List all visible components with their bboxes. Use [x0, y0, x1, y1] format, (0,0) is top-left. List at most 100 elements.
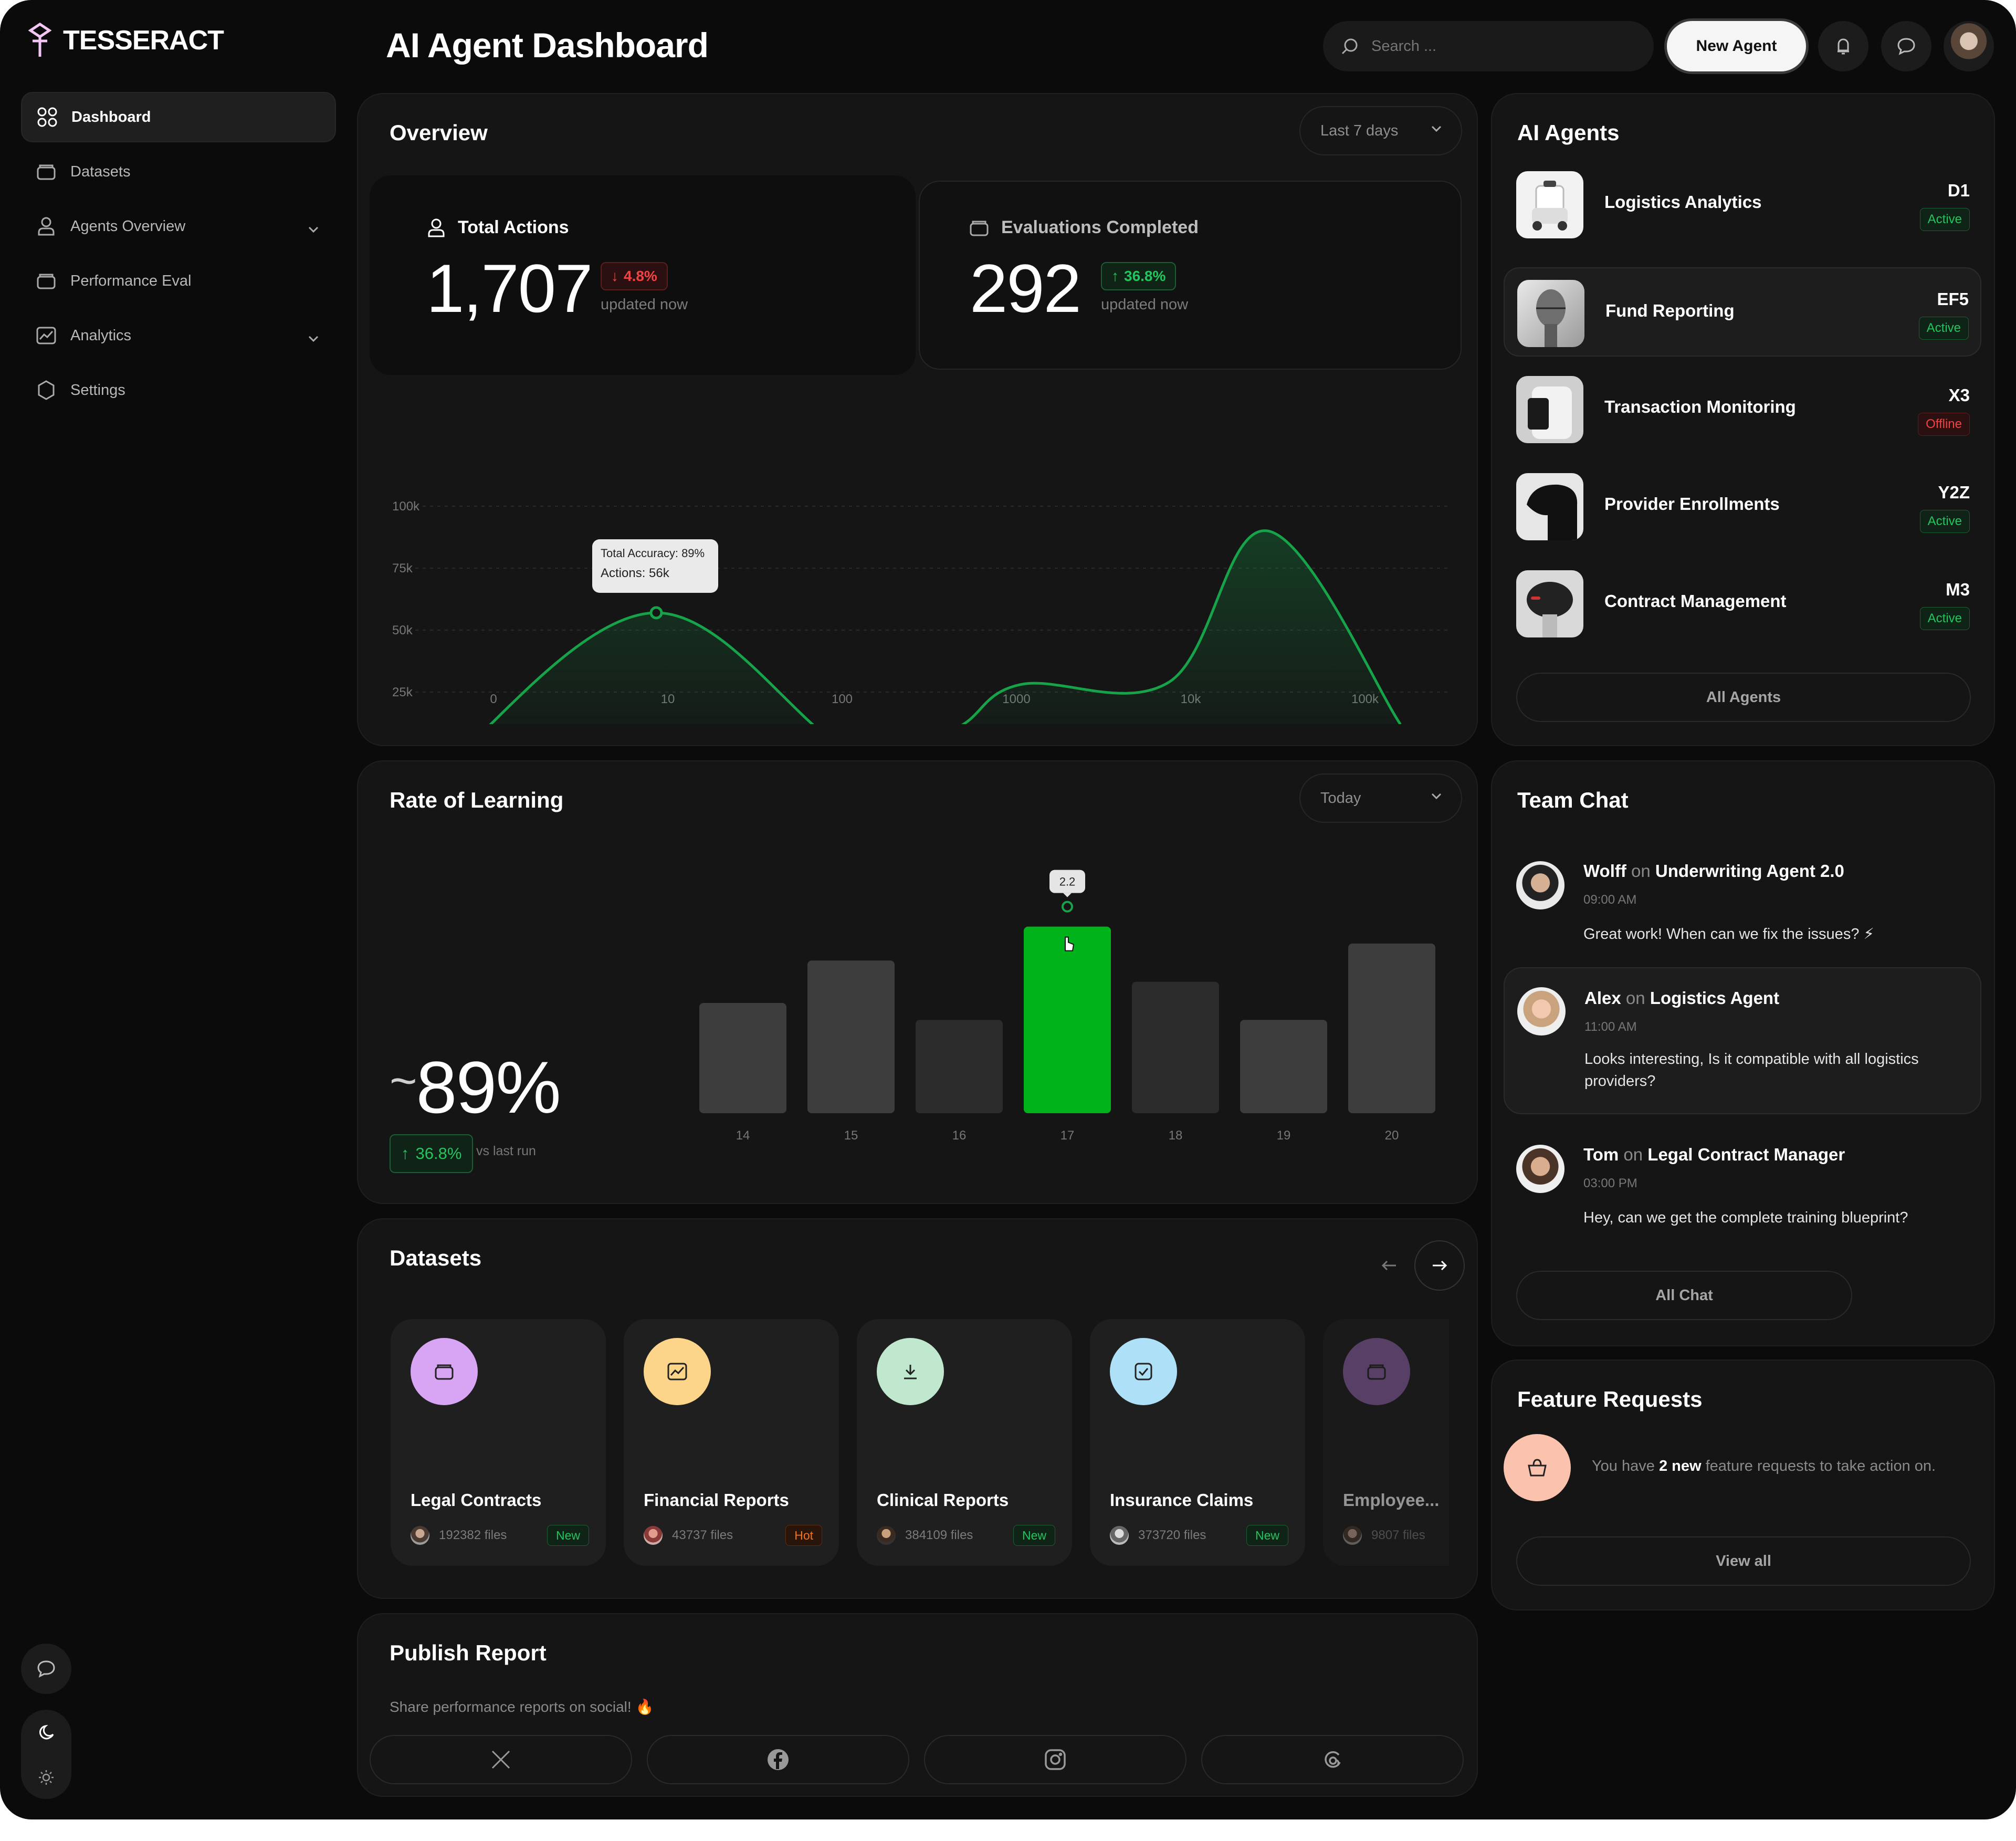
theme-toggle[interactable]: [21, 1710, 71, 1799]
chat-button[interactable]: [21, 1644, 71, 1694]
messages-button[interactable]: [1881, 21, 1931, 71]
share-facebook-button[interactable]: [647, 1735, 909, 1784]
agent-row[interactable]: Logistics Analytics D1 Active: [1504, 160, 1981, 249]
search-box[interactable]: [1323, 21, 1654, 71]
agent-status-badge: Active: [1919, 510, 1970, 533]
chat-message[interactable]: Wolff on Underwriting Agent 2.0 09:00 AM…: [1504, 845, 1981, 971]
feature-requests-text: You have 2 new feature requests to take …: [1592, 1458, 1936, 1474]
share-threads-button[interactable]: [1201, 1735, 1464, 1784]
area-fill: [491, 530, 1401, 724]
user-avatar[interactable]: [1944, 21, 1994, 71]
chevron-down-icon: [1431, 125, 1442, 132]
threads-icon: [1325, 1751, 1341, 1768]
dataset-meta: 373720 files New: [1110, 1524, 1288, 1547]
total-actions-updated: updated now: [601, 296, 688, 313]
brand-logo[interactable]: TESSERACT: [26, 22, 224, 59]
chat-bubble-icon: [37, 1660, 55, 1678]
notifications-button[interactable]: [1818, 21, 1868, 71]
highlight-point[interactable]: [649, 606, 663, 620]
folder-icon: [1367, 1364, 1386, 1380]
dataset-card[interactable]: Employee... 9807 files: [1323, 1319, 1449, 1566]
all-chat-button[interactable]: All Chat: [1516, 1271, 1852, 1320]
total-actions-stat: Total Actions 1,707 ↓ 4.8% updated now: [370, 175, 916, 375]
dataset-card[interactable]: Legal Contracts 192382 files New: [391, 1319, 606, 1566]
bar[interactable]: [1240, 1020, 1327, 1113]
range-dropdown[interactable]: Last 7 days: [1299, 106, 1462, 155]
bar[interactable]: [807, 960, 895, 1113]
chat-message[interactable]: Alex on Logistics Agent 11:00 AM Looks i…: [1504, 967, 1981, 1114]
agent-row[interactable]: Provider Enrollments Y2Z Active: [1504, 462, 1981, 551]
agent-row[interactable]: Contract Management M3 Active: [1504, 559, 1981, 648]
bar[interactable]: [699, 1003, 786, 1113]
sun-icon[interactable]: [38, 1770, 54, 1785]
share-instagram-button[interactable]: [924, 1735, 1186, 1784]
dataset-card[interactable]: Clinical Reports 384109 files New: [857, 1319, 1072, 1566]
search-icon: [1341, 38, 1358, 55]
learning-change-badge: ↑ 36.8%: [390, 1134, 474, 1173]
message-time: 11:00 AM: [1584, 1020, 1637, 1034]
bar[interactable]: [1132, 981, 1219, 1113]
bar[interactable]: [916, 1020, 1003, 1113]
dataset-meta: 192382 files New: [411, 1524, 589, 1547]
sidebar-nav: Dashboard Datasets Agents Overview Perfo…: [21, 92, 336, 420]
x-tick-label: 14: [736, 1128, 750, 1143]
sidebar-item-datasets[interactable]: Datasets: [21, 147, 336, 197]
agent-row[interactable]: Transaction Monitoring X3 Offline: [1504, 364, 1981, 454]
share-x-button[interactable]: [370, 1735, 632, 1784]
sidebar-item-dashboard[interactable]: Dashboard: [21, 92, 336, 142]
dataset-card[interactable]: Insurance Claims 373720 files New: [1090, 1319, 1305, 1566]
grid-icon: [37, 107, 58, 128]
range-value: Last 7 days: [1320, 122, 1399, 139]
owner-avatar: [1110, 1526, 1129, 1545]
x-tick-label: 18: [1169, 1128, 1183, 1143]
datasets-next-button[interactable]: [1414, 1240, 1465, 1291]
all-agents-button[interactable]: All Agents: [1516, 673, 1971, 722]
chart-icon: [36, 325, 57, 346]
learning-range-value: Today: [1320, 789, 1361, 807]
pointer-cursor-icon: [1065, 936, 1075, 951]
sidebar-item-agents-overview[interactable]: Agents Overview: [21, 201, 336, 252]
agent-row[interactable]: Fund Reporting EF5 Active: [1504, 267, 1981, 357]
chat-message[interactable]: Tom on Legal Contract Manager 03:00 PM H…: [1504, 1129, 1981, 1255]
chevron-down-icon[interactable]: [308, 220, 319, 237]
user-icon: [36, 216, 57, 237]
evaluations-change: ↑ 36.8%: [1101, 262, 1177, 290]
agent-code: M3: [1946, 580, 1970, 599]
dataset-meta: 9807 files: [1343, 1524, 1449, 1547]
learning-range-dropdown[interactable]: Today: [1299, 773, 1462, 823]
bar[interactable]: [1348, 943, 1435, 1113]
agent-status-badge: Offline: [1918, 413, 1970, 436]
chevron-down-icon[interactable]: [308, 329, 319, 347]
chart-tooltip: Total Accuracy: 89% Actions: 56k: [592, 539, 718, 593]
owner-avatar: [877, 1526, 896, 1545]
highlight-point: [1062, 901, 1073, 913]
new-agent-button[interactable]: New Agent: [1667, 21, 1806, 71]
sidebar-item-settings[interactable]: Settings: [21, 365, 336, 415]
sidebar-item-label: Datasets: [70, 163, 131, 180]
sidebar-item-performance-eval[interactable]: Performance Eval: [21, 256, 336, 306]
total-actions-value: 1,707: [426, 250, 593, 327]
sidebar-item-label: Settings: [70, 381, 125, 399]
moon-icon[interactable]: [37, 1724, 55, 1742]
folder-icon: [36, 270, 57, 291]
dataset-meta: 384109 files New: [877, 1524, 1055, 1547]
owner-avatar: [1343, 1526, 1362, 1545]
view-all-button[interactable]: View all: [1516, 1536, 1971, 1586]
dataset-icon: [877, 1338, 944, 1405]
bar[interactable]: [1024, 926, 1111, 1113]
tesseract-logo-icon: [28, 22, 52, 57]
total-actions-change: ↓ 4.8%: [601, 262, 668, 290]
datasets-prev-button[interactable]: [1364, 1240, 1414, 1291]
dataset-card[interactable]: Financial Reports 43737 files Hot: [624, 1319, 839, 1566]
page-title: AI Agent Dashboard: [386, 26, 709, 65]
facebook-icon: [768, 1749, 789, 1770]
x-tick-label: 17: [1060, 1128, 1075, 1143]
y-tick-label: 75k: [392, 561, 413, 576]
dataset-tag: New: [547, 1525, 589, 1546]
dataset-icon: [1110, 1338, 1177, 1405]
search-input[interactable]: [1370, 37, 1624, 56]
arrow-down-icon: ↓: [611, 268, 618, 284]
sidebar-item-analytics[interactable]: Analytics: [21, 310, 336, 361]
publish-subtitle: Share performance reports on social! 🔥: [390, 1699, 654, 1715]
